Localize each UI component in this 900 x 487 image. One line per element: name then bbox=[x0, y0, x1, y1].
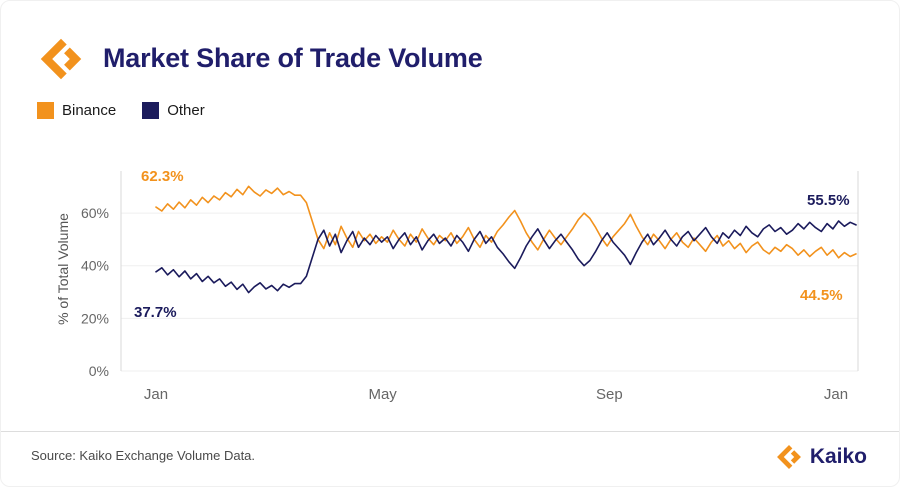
svg-text:0%: 0% bbox=[89, 363, 109, 379]
legend-item-other: Other bbox=[142, 102, 205, 119]
legend-label-binance: Binance bbox=[62, 102, 117, 119]
annotation-other-end: 55.5% bbox=[807, 192, 850, 209]
line-chart: 0% 20% 40% 60% Jan May Sep Jan bbox=[81, 171, 859, 403]
kaiko-wordmark: Kaiko bbox=[809, 445, 867, 468]
legend-item-binance: Binance bbox=[37, 102, 116, 119]
legend-swatch-other bbox=[142, 102, 160, 119]
legend-swatch-binance bbox=[37, 102, 54, 119]
svg-text:60%: 60% bbox=[81, 205, 109, 221]
svg-text:Jan: Jan bbox=[824, 386, 848, 403]
legend-label-other: Other bbox=[167, 102, 205, 119]
footer-brand: Kaiko bbox=[776, 444, 867, 470]
source-text: Source: Kaiko Exchange Volume Data. bbox=[31, 448, 256, 463]
annotation-binance-start: 62.3% bbox=[141, 168, 184, 185]
svg-text:Jan: Jan bbox=[144, 386, 168, 403]
footer-divider bbox=[1, 431, 899, 432]
annotation-other-start: 37.7% bbox=[134, 304, 177, 321]
svg-text:May: May bbox=[368, 386, 397, 403]
svg-text:Sep: Sep bbox=[596, 386, 623, 403]
kaiko-brand-icon bbox=[776, 445, 801, 469]
kaiko-logo-icon bbox=[40, 38, 82, 80]
legend: Binance Other bbox=[37, 102, 205, 119]
annotation-binance-end: 44.5% bbox=[800, 287, 843, 304]
y-axis-label: % of Total Volume bbox=[55, 213, 71, 325]
svg-text:20%: 20% bbox=[81, 310, 109, 326]
page-title: Market Share of Trade Volume bbox=[103, 43, 483, 73]
svg-text:40%: 40% bbox=[81, 258, 109, 274]
